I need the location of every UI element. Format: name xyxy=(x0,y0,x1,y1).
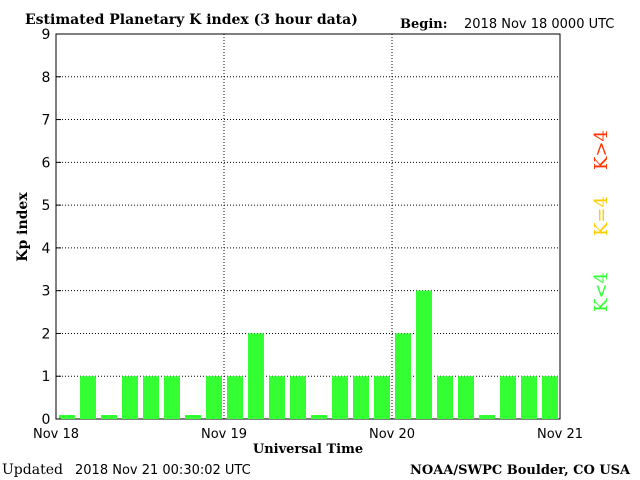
y-tick-layer: 0 1 2 3 4 5 6 7 8 9 xyxy=(42,27,61,428)
y-tick-label: 4 xyxy=(42,241,51,257)
kp-bar xyxy=(206,376,222,419)
legend-k-greater-4: K>4 xyxy=(591,130,612,170)
kp-bar xyxy=(185,415,201,419)
y-tick-label: 3 xyxy=(42,284,51,300)
y-tick-label: 2 xyxy=(42,326,51,342)
x-tick-label: Nov 18 xyxy=(33,427,79,442)
updated-label: Updated xyxy=(2,462,63,478)
y-tick-label: 7 xyxy=(42,113,51,129)
kp-bar xyxy=(374,376,390,419)
kp-bar xyxy=(395,333,411,419)
chart-title: Estimated Planetary K index (3 hour data… xyxy=(25,12,358,28)
plot-frame xyxy=(55,33,561,420)
kp-bar xyxy=(521,376,537,419)
legend-k-equal-4: K=4 xyxy=(591,196,612,236)
kp-bar xyxy=(101,415,117,419)
bar-layer xyxy=(59,290,558,419)
x-tick-label: Nov 20 xyxy=(369,427,415,442)
kp-bar xyxy=(458,376,474,419)
kp-bar xyxy=(311,415,327,419)
begin-label: Begin: xyxy=(400,17,448,32)
kp-bar xyxy=(269,376,285,419)
kp-bar xyxy=(479,415,495,419)
grid-layer xyxy=(56,34,560,419)
kp-bar xyxy=(542,376,558,419)
credit-text: NOAA/SWPC Boulder, CO USA xyxy=(410,463,631,478)
begin-value: 2018 Nov 18 0000 UTC xyxy=(464,17,614,32)
kp-bar xyxy=(290,376,306,419)
y-tick-label: 1 xyxy=(42,369,51,385)
y-axis-label: Kp index xyxy=(15,192,31,262)
legend-k-less-4: K<4 xyxy=(591,272,612,312)
kp-bar xyxy=(332,376,348,419)
kp-bar xyxy=(227,376,243,419)
updated-value: 2018 Nov 21 00:30:02 UTC xyxy=(75,463,251,478)
kp-bar xyxy=(122,376,138,419)
x-tick-label: Nov 21 xyxy=(537,427,583,442)
kp-bar xyxy=(416,290,432,419)
kp-bar xyxy=(80,376,96,419)
y-tick-label: 0 xyxy=(42,412,51,428)
kp-bar xyxy=(500,376,516,419)
kp-bar xyxy=(143,376,159,419)
kp-bar xyxy=(437,376,453,419)
x-tick-label: Nov 19 xyxy=(201,427,247,442)
x-axis-label: Universal Time xyxy=(253,442,363,457)
kp-bar xyxy=(353,376,369,419)
x-tick-layer: Nov 18 Nov 19 Nov 20 Nov 21 xyxy=(33,427,583,442)
y-tick-label: 9 xyxy=(42,27,51,43)
kp-bar xyxy=(59,415,75,419)
y-tick-label: 5 xyxy=(42,198,51,214)
kp-bar xyxy=(164,376,180,419)
y-tick-label: 6 xyxy=(42,155,51,171)
kp-bar xyxy=(248,333,264,419)
y-tick-label: 8 xyxy=(42,70,51,86)
